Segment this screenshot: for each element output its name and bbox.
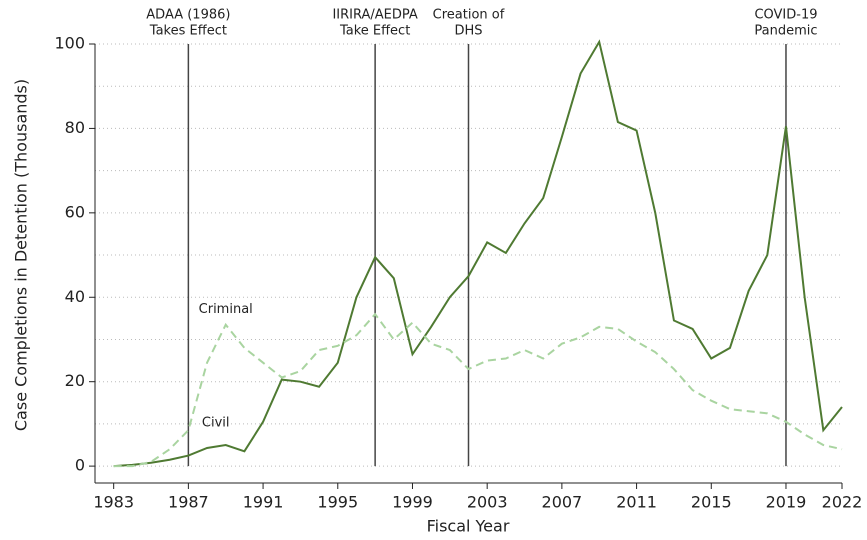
annotation: Creation of (433, 8, 505, 23)
annotation: DHS (454, 24, 482, 39)
x-tick-label: 1991 (243, 493, 284, 512)
y-tick-label: 0 (75, 456, 85, 475)
y-axis-label: Case Completions in Detention (Thousands… (12, 79, 31, 431)
x-tick-label: 1987 (168, 493, 209, 512)
series-label: Civil (202, 416, 230, 431)
y-tick-label: 100 (54, 34, 85, 53)
x-tick-label: 1995 (317, 493, 358, 512)
series-line (113, 39, 843, 468)
y-tick-label: 80 (65, 118, 85, 137)
y-tick-label: 60 (65, 202, 85, 221)
annotation: IIRIRA/AEDPA (332, 8, 417, 23)
x-tick-label: 2003 (467, 493, 508, 512)
annotation: ADAA (1986) (146, 8, 230, 23)
annotation: COVID-19 (754, 8, 817, 23)
x-tick-label: 2022 (822, 493, 863, 512)
y-tick-label: 40 (65, 287, 85, 306)
x-tick-label: 2011 (616, 493, 657, 512)
y-tick-label: 20 (65, 371, 85, 390)
series-line (113, 312, 843, 468)
series-label: Criminal (199, 302, 253, 317)
annotation: Pandemic (754, 24, 817, 39)
x-tick-label: 1999 (392, 493, 433, 512)
x-tick-label: 2015 (691, 493, 732, 512)
x-axis-label: Fiscal Year (427, 517, 510, 536)
x-tick-label: 1983 (93, 493, 134, 512)
annotation: Take Effect (339, 24, 410, 39)
annotation: Takes Effect (149, 24, 227, 39)
x-tick-label: 2007 (542, 493, 583, 512)
x-tick-label: 2019 (766, 493, 807, 512)
